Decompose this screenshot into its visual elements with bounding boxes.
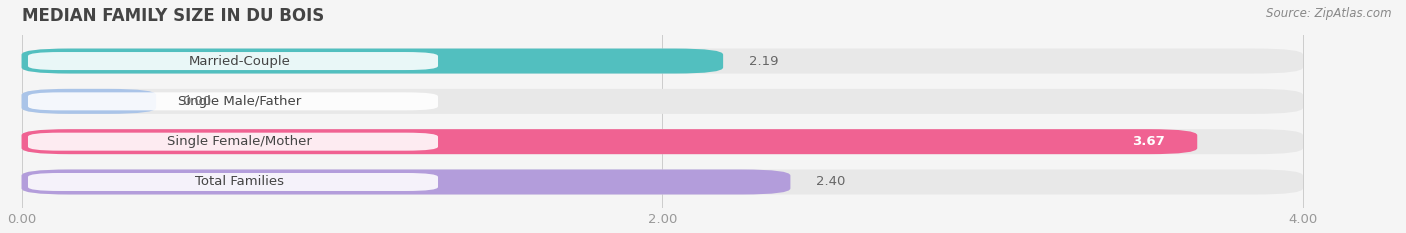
Text: Single Male/Father: Single Male/Father [177,95,301,108]
Text: Married-Couple: Married-Couple [188,55,291,68]
FancyBboxPatch shape [28,52,439,70]
Text: 3.67: 3.67 [1132,135,1166,148]
FancyBboxPatch shape [21,89,1303,114]
Text: 2.40: 2.40 [815,175,845,188]
FancyBboxPatch shape [21,89,156,114]
FancyBboxPatch shape [21,48,1303,74]
Text: MEDIAN FAMILY SIZE IN DU BOIS: MEDIAN FAMILY SIZE IN DU BOIS [21,7,323,25]
FancyBboxPatch shape [21,48,723,74]
FancyBboxPatch shape [21,129,1198,154]
FancyBboxPatch shape [21,129,1303,154]
FancyBboxPatch shape [28,92,439,110]
Text: 0.00: 0.00 [181,95,211,108]
FancyBboxPatch shape [28,133,439,151]
FancyBboxPatch shape [21,169,1303,195]
Text: Source: ZipAtlas.com: Source: ZipAtlas.com [1267,7,1392,20]
FancyBboxPatch shape [21,169,790,195]
FancyBboxPatch shape [28,173,439,191]
Text: Single Female/Mother: Single Female/Mother [167,135,312,148]
Text: Total Families: Total Families [195,175,284,188]
Text: 2.19: 2.19 [749,55,779,68]
